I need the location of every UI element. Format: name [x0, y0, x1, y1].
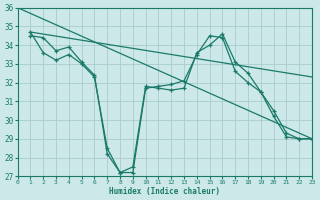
X-axis label: Humidex (Indice chaleur): Humidex (Indice chaleur)	[109, 187, 220, 196]
